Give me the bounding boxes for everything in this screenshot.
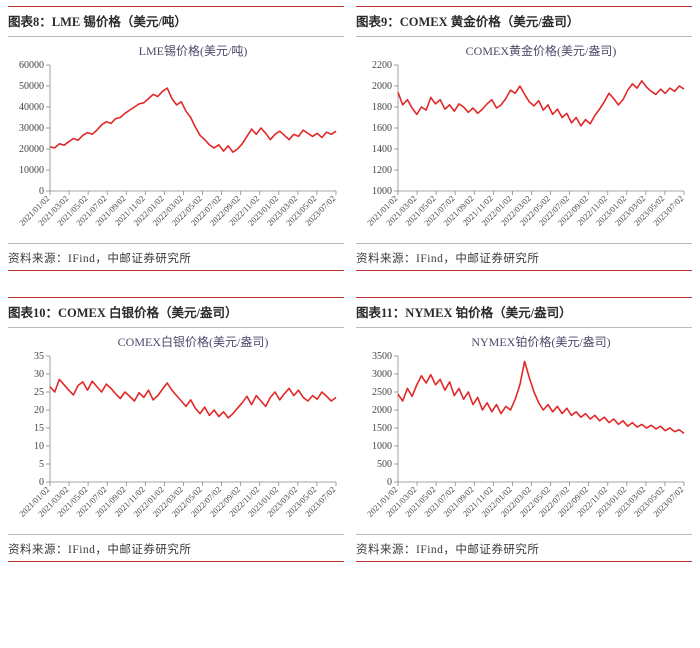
panel-chart11: 图表11：NYMEX 铂价格（美元/盎司） 050010001500200025… [356,297,692,562]
svg-text:30: 30 [34,369,44,380]
svg-text:2000: 2000 [372,81,392,92]
svg-text:1500: 1500 [372,423,392,434]
svg-text:20: 20 [34,405,44,416]
svg-text:LME锡价格(美元/吨): LME锡价格(美元/吨) [139,43,248,58]
panel-chart8: 图表8：LME 锡价格（美元/吨） 0100002000030000400005… [8,6,344,271]
svg-text:2200: 2200 [372,60,392,71]
svg-text:NYMEX铂价格(美元/盎司): NYMEX铂价格(美元/盎司) [471,334,610,349]
chart-area-chart8: 01000020000300004000050000600002021/01/0… [8,43,344,243]
svg-text:60000: 60000 [19,60,44,71]
svg-text:3500: 3500 [372,351,392,362]
charts-grid: 图表8：LME 锡价格（美元/吨） 0100002000030000400005… [8,6,692,562]
chart-area-chart11: 05001000150020002500300035002021/01/0220… [356,334,692,534]
panel-header: 图表10：COMEX 白银价格（美元/盎司） [8,297,344,328]
panel-header: 图表9：COMEX 黄金价格（美元/盎司） [356,6,692,37]
svg-text:20000: 20000 [19,144,44,155]
svg-text:3000: 3000 [372,369,392,380]
panel-source: 资料来源：IFind，中邮证券研究所 [8,243,344,271]
svg-text:COMEX白银价格(美元/盎司): COMEX白银价格(美元/盎司) [118,334,269,349]
svg-text:1000: 1000 [372,441,392,452]
svg-text:500: 500 [377,459,392,470]
panel-source: 资料来源：IFind，中邮证券研究所 [8,534,344,562]
svg-text:15: 15 [34,423,44,434]
panel-source: 资料来源：IFind，中邮证券研究所 [356,243,692,271]
svg-text:35: 35 [34,351,44,362]
svg-text:1800: 1800 [372,102,392,113]
svg-text:25: 25 [34,387,44,398]
svg-text:5: 5 [39,459,44,470]
svg-text:1200: 1200 [372,165,392,176]
panel-chart9: 图表9：COMEX 黄金价格（美元/盎司） 100012001400160018… [356,6,692,271]
svg-text:1400: 1400 [372,144,392,155]
svg-text:50000: 50000 [19,81,44,92]
svg-text:2000: 2000 [372,405,392,416]
chart-area-chart9: 10001200140016001800200022002021/01/0220… [356,43,692,243]
svg-text:10: 10 [34,441,44,452]
svg-text:30000: 30000 [19,123,44,134]
panel-chart10: 图表10：COMEX 白银价格（美元/盎司） 05101520253035202… [8,297,344,562]
svg-text:2500: 2500 [372,387,392,398]
panel-source: 资料来源：IFind，中邮证券研究所 [356,534,692,562]
panel-header: 图表8：LME 锡价格（美元/吨） [8,6,344,37]
svg-text:1600: 1600 [372,123,392,134]
svg-text:10000: 10000 [19,165,44,176]
svg-text:40000: 40000 [19,102,44,113]
svg-text:COMEX黄金价格(美元/盎司): COMEX黄金价格(美元/盎司) [466,43,617,58]
panel-header: 图表11：NYMEX 铂价格（美元/盎司） [356,297,692,328]
chart-area-chart10: 051015202530352021/01/022021/03/022021/0… [8,334,344,534]
